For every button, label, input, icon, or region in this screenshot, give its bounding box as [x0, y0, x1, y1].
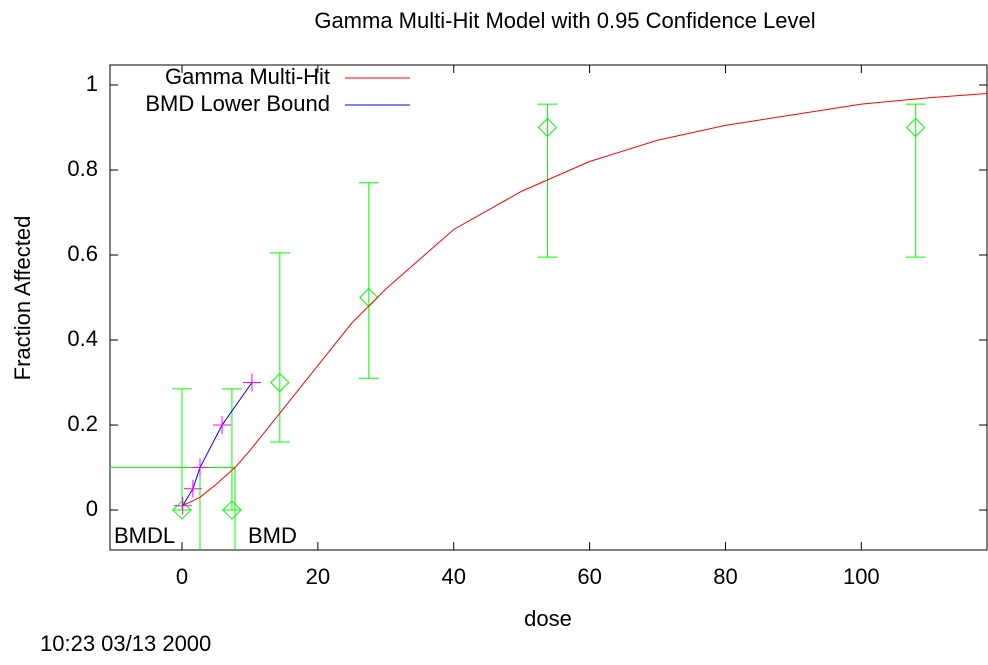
bmdl-label: BMDL	[114, 523, 175, 548]
chart-title: Gamma Multi-Hit Model with 0.95 Confiden…	[314, 8, 815, 33]
cross-marker	[191, 458, 210, 477]
data-point	[222, 500, 242, 520]
cross-marker	[183, 479, 202, 498]
y-tick-label: 0	[86, 496, 98, 521]
data-point	[172, 500, 192, 520]
y-tick-label: 1	[86, 71, 98, 96]
x-tick-label: 100	[843, 564, 880, 589]
cross-marker	[213, 416, 232, 435]
y-tick-label: 0.4	[67, 326, 98, 351]
bmd-label: BMD	[248, 523, 297, 548]
y-tick-label: 0.8	[67, 156, 98, 181]
x-tick-label: 0	[176, 564, 188, 589]
data-point	[270, 372, 290, 393]
y-axis-label: Fraction Affected	[10, 216, 35, 381]
x-tick-label: 40	[441, 564, 465, 589]
legend-label: BMD Lower Bound	[145, 91, 330, 116]
data-point	[537, 117, 558, 138]
x-tick-label: 60	[577, 564, 601, 589]
y-tick-label: 0.2	[67, 411, 98, 436]
legend-label: Gamma Multi-Hit	[165, 64, 330, 89]
cross-marker	[173, 496, 192, 515]
y-tick-label: 0.6	[67, 241, 98, 266]
x-tick-label: 20	[306, 564, 330, 589]
x-axis-label: dose	[524, 606, 572, 631]
data-point	[905, 117, 926, 138]
timestamp: 10:23 03/13 2000	[40, 631, 211, 656]
x-tick-label: 80	[713, 564, 737, 589]
series-line	[181, 92, 988, 507]
plot-frame	[109, 64, 988, 551]
cross-marker	[242, 373, 261, 392]
